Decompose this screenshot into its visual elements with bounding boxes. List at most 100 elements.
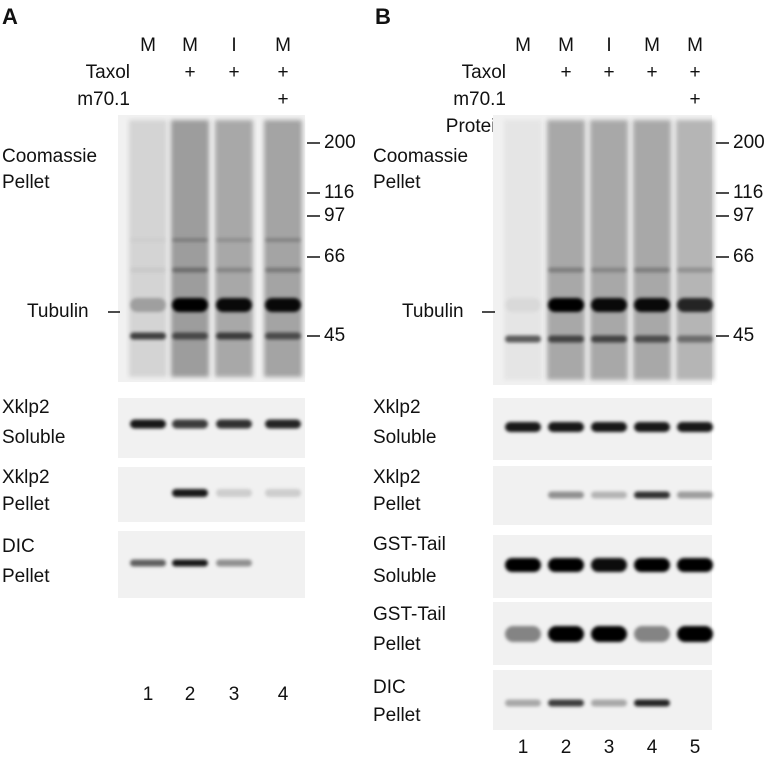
band [265, 238, 301, 242]
band [505, 335, 541, 343]
blot-label: Xklp2 [2, 397, 50, 418]
band [634, 298, 670, 312]
condition-label: m70.1 [453, 89, 506, 110]
lane-number: 4 [647, 737, 658, 758]
band [130, 298, 166, 312]
condition-value: M [182, 35, 198, 56]
blot-label: Pellet [2, 172, 50, 193]
band [216, 238, 252, 242]
blot-label: Pellet [373, 172, 421, 193]
band [216, 419, 252, 429]
condition-value: M [140, 35, 156, 56]
band [505, 298, 541, 312]
band [548, 626, 584, 642]
band-label: Tubulin [27, 301, 89, 322]
band [265, 267, 301, 273]
band [634, 558, 670, 572]
band [677, 626, 713, 642]
condition-value: + [689, 89, 700, 110]
band [548, 335, 584, 343]
band [505, 699, 541, 707]
condition-value: I [606, 35, 611, 56]
band [591, 626, 627, 642]
band [677, 298, 713, 312]
band [548, 267, 584, 273]
band [548, 558, 584, 572]
condition-value: + [184, 62, 195, 83]
panel-letter: A [2, 4, 18, 29]
marker-label: 116 [324, 182, 354, 203]
band [677, 267, 713, 273]
blot-label: Soluble [373, 427, 436, 448]
lane-number: 3 [229, 684, 240, 705]
band [677, 335, 713, 343]
blot-label: Xklp2 [2, 467, 50, 488]
marker-label: 116 [733, 182, 763, 203]
blot [118, 467, 305, 522]
band [677, 491, 713, 499]
blot [493, 535, 713, 598]
marker-label: 200 [324, 132, 356, 153]
lane-number: 2 [561, 737, 572, 758]
condition-value: I [231, 35, 236, 56]
band [172, 419, 208, 429]
lane-number: 2 [185, 684, 196, 705]
blot-label: Coomassie [2, 146, 97, 167]
condition-value: M [687, 35, 703, 56]
condition-value: M [644, 35, 660, 56]
blot-label: Pellet [373, 705, 421, 726]
blot-label: Pellet [373, 634, 421, 655]
condition-value: + [603, 62, 614, 83]
band [265, 419, 301, 429]
band [130, 419, 166, 429]
band [677, 558, 713, 572]
band [130, 332, 166, 340]
band [591, 491, 627, 499]
blot-label: Coomassie [373, 146, 468, 167]
lane-number: 1 [518, 737, 529, 758]
blot-label: GST-Tail [373, 604, 446, 625]
band [216, 298, 252, 312]
condition-value: + [689, 62, 700, 83]
band [265, 298, 301, 312]
band [634, 626, 670, 642]
blot-label: Soluble [2, 427, 65, 448]
condition-value: + [277, 62, 288, 83]
band [677, 422, 713, 432]
marker-label: 66 [324, 246, 345, 267]
band [130, 559, 166, 567]
blot [493, 398, 713, 460]
band [172, 267, 208, 273]
band [172, 489, 208, 497]
blot-label: Xklp2 [373, 397, 421, 418]
condition-label: m70.1 [77, 89, 130, 110]
band [591, 558, 627, 572]
marker-label: 45 [733, 325, 754, 346]
band [634, 267, 670, 273]
panel-letter: B [375, 4, 391, 29]
band [591, 699, 627, 707]
blot-label: Pellet [2, 494, 50, 515]
condition-value: M [275, 35, 291, 56]
band [172, 559, 208, 567]
band-label: Tubulin [402, 301, 464, 322]
marker-label: 97 [324, 205, 345, 226]
blot-label: Pellet [373, 494, 421, 515]
blot [118, 398, 305, 458]
lane-number: 1 [143, 684, 154, 705]
blot-label: Xklp2 [373, 467, 421, 488]
condition-label: Taxol [462, 62, 506, 83]
band [634, 335, 670, 343]
blot [493, 670, 712, 730]
blot [493, 115, 714, 385]
band [548, 422, 584, 432]
band [172, 298, 208, 312]
marker-label: 45 [324, 325, 345, 346]
blot-label: DIC [2, 536, 35, 557]
band [591, 298, 627, 312]
blot-label: Soluble [373, 566, 436, 587]
band [591, 422, 627, 432]
lane-number: 5 [690, 737, 701, 758]
band [548, 699, 584, 707]
band [505, 558, 541, 572]
